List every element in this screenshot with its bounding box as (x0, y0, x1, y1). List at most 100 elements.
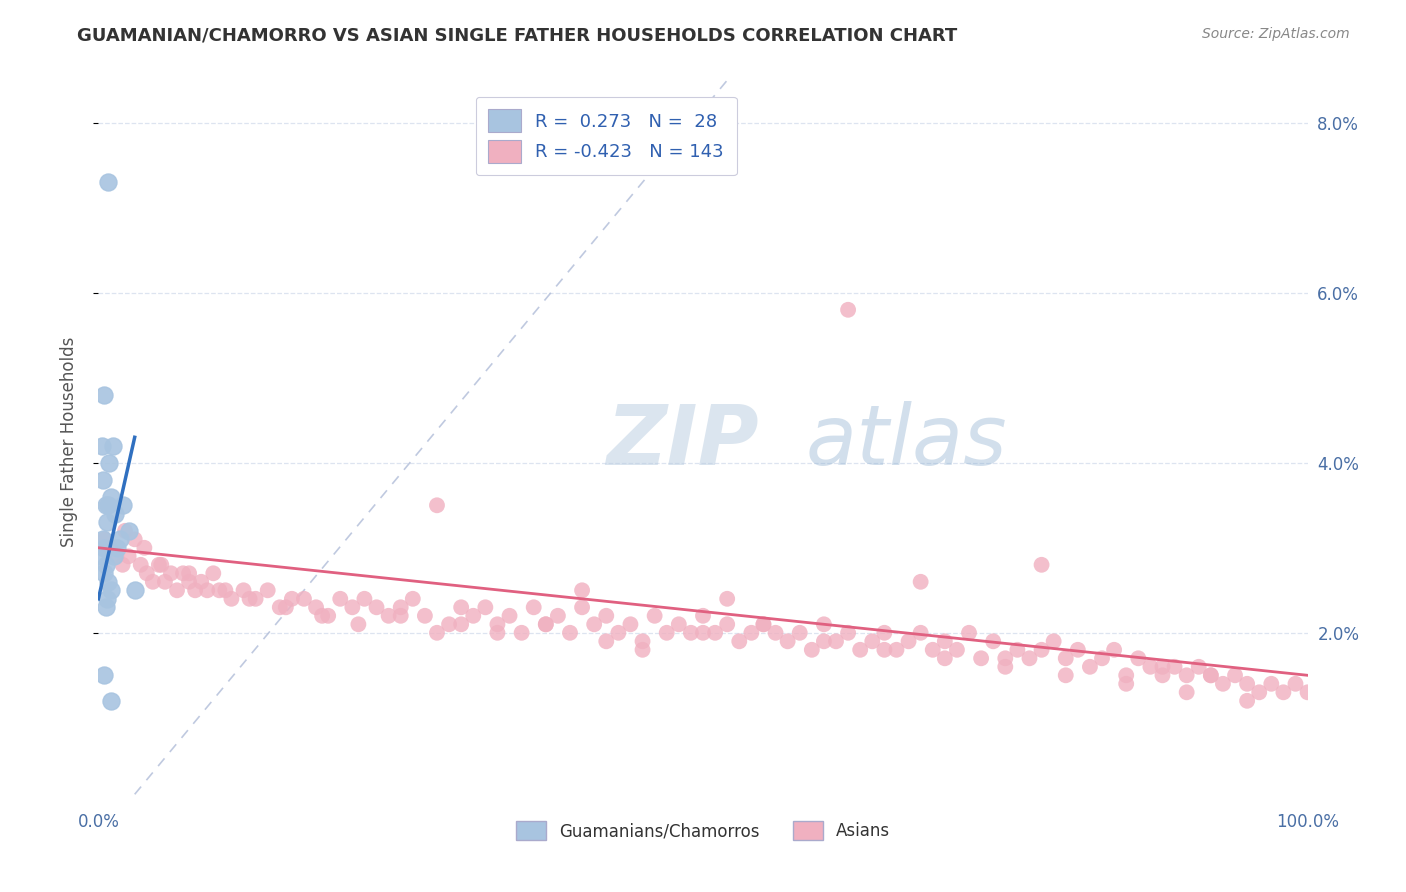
Point (172, 566, 194, 581)
Point (91, 549, 114, 564)
Point (91, 473, 114, 487)
Point (873, 642, 896, 657)
Point (184, 583, 207, 598)
Point (1175, 685, 1198, 699)
Point (523, 600, 546, 615)
Point (153, 574, 176, 589)
Point (214, 583, 236, 598)
Point (114, 524, 136, 538)
Point (281, 591, 304, 606)
Point (534, 617, 557, 632)
Point (91, 533, 114, 547)
Point (486, 625, 509, 640)
Point (100, 490, 122, 504)
Point (1236, 694, 1258, 708)
Point (305, 600, 328, 615)
Point (190, 574, 212, 589)
Point (970, 651, 993, 665)
Point (752, 617, 775, 632)
Point (105, 549, 128, 564)
Point (716, 591, 738, 606)
Point (202, 566, 225, 581)
Point (800, 642, 823, 657)
Point (1296, 685, 1319, 699)
Point (148, 558, 170, 572)
Point (994, 651, 1017, 665)
Point (93, 533, 115, 547)
Point (96, 591, 118, 606)
Point (679, 625, 702, 640)
Point (97, 574, 120, 589)
Point (100, 541, 122, 555)
Point (1188, 660, 1211, 674)
Point (981, 634, 1004, 648)
Point (239, 591, 262, 606)
Point (765, 625, 787, 640)
Point (316, 608, 339, 623)
Point (292, 591, 315, 606)
Point (179, 566, 201, 581)
Point (860, 634, 883, 648)
Point (644, 608, 666, 623)
Point (124, 583, 146, 598)
Point (547, 608, 569, 623)
Point (124, 533, 146, 547)
Point (837, 302, 859, 317)
Point (347, 617, 370, 632)
Point (1223, 668, 1246, 682)
Point (245, 591, 267, 606)
Point (595, 608, 617, 623)
Point (1284, 677, 1306, 691)
Point (957, 625, 980, 640)
Point (100, 583, 122, 598)
Point (1067, 642, 1090, 657)
Point (166, 583, 188, 598)
Point (631, 642, 654, 657)
Y-axis label: Single Father Households: Single Father Households (59, 336, 77, 547)
Point (150, 558, 173, 572)
Point (813, 617, 835, 632)
Point (1139, 660, 1161, 674)
Point (1078, 660, 1101, 674)
Point (1115, 677, 1137, 691)
Point (1272, 685, 1295, 699)
Point (994, 660, 1017, 674)
Point (450, 600, 472, 615)
Point (104, 507, 127, 521)
Point (342, 600, 364, 615)
Point (1031, 642, 1053, 657)
Point (111, 498, 134, 512)
Point (94, 498, 117, 512)
Point (311, 608, 333, 623)
Point (105, 541, 128, 555)
Point (101, 439, 124, 453)
Point (103, 549, 125, 564)
Point (571, 600, 593, 615)
Point (129, 558, 152, 572)
Point (1102, 642, 1125, 657)
Point (1199, 668, 1222, 682)
Point (740, 625, 762, 640)
Point (111, 558, 134, 572)
Point (595, 634, 617, 648)
Point (97, 175, 120, 189)
Point (692, 608, 714, 623)
Point (94, 558, 117, 572)
Point (1260, 677, 1282, 691)
Point (921, 642, 943, 657)
Point (96, 516, 118, 530)
Point (716, 617, 738, 632)
Point (98, 456, 121, 470)
Point (789, 625, 811, 640)
Point (389, 600, 412, 615)
Point (728, 634, 751, 648)
Point (1018, 651, 1040, 665)
Point (692, 625, 714, 640)
Point (910, 625, 932, 640)
Point (486, 617, 509, 632)
Point (631, 634, 654, 648)
Point (607, 625, 630, 640)
Legend: Guamanians/Chamorros, Asians: Guamanians/Chamorros, Asians (508, 813, 898, 848)
Text: GUAMANIAN/CHAMORRO VS ASIAN SINGLE FATHER HOUSEHOLDS CORRELATION CHART: GUAMANIAN/CHAMORRO VS ASIAN SINGLE FATHE… (77, 27, 957, 45)
Point (329, 591, 352, 606)
